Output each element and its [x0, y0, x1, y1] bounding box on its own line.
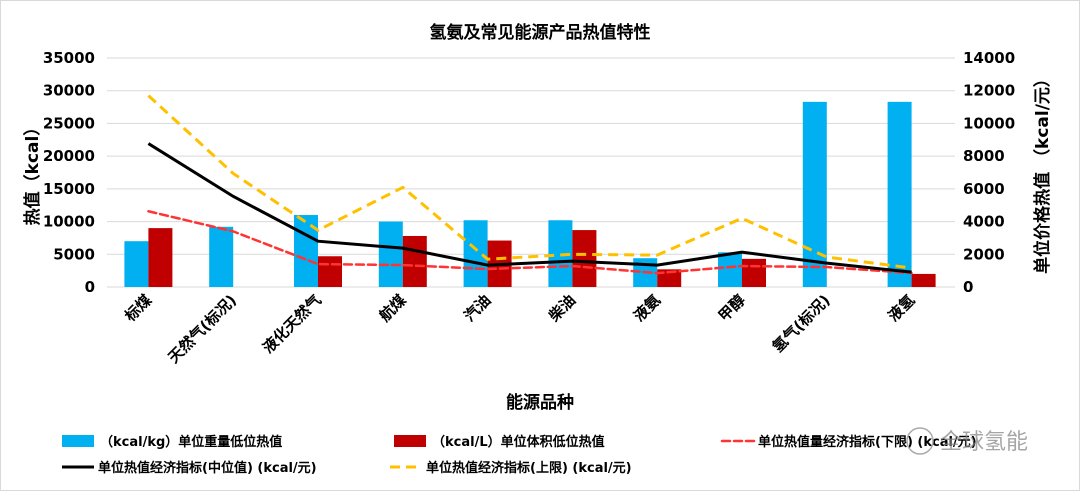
- y2-axis-title: 单位价格热值 （kcal/元）: [1032, 70, 1053, 274]
- y-tick-label: 5000: [53, 245, 95, 263]
- x-tick-label: 柴油: [545, 291, 580, 326]
- y-tick-label: 15000: [43, 180, 95, 198]
- y-tick-label: 20000: [43, 147, 95, 165]
- bar-volume: [402, 235, 427, 287]
- line-series-0: [147, 210, 913, 275]
- wechat-icon: [906, 427, 934, 455]
- y-tick-label: 0: [85, 278, 95, 296]
- x-tick-label: 液化天然气: [259, 291, 325, 357]
- x-tick-label: 甲醇: [715, 291, 749, 325]
- legend-swatch: [394, 435, 426, 447]
- watermark-text: 全球氢能: [940, 430, 1028, 455]
- y2-tick-label: 6000: [963, 180, 1005, 198]
- line-series-2: [147, 94, 912, 270]
- bar-volume: [911, 273, 936, 287]
- y2-tick-label: 2000: [963, 245, 1005, 263]
- bar-volume: [318, 256, 342, 287]
- x-tick-label: 汽油: [460, 291, 494, 325]
- bar-mass: [463, 220, 488, 287]
- x-axis-title: 能源品种: [506, 392, 574, 413]
- y2-tick-label: 0: [963, 278, 973, 296]
- x-tick-label: 天然气(标况): [165, 291, 240, 366]
- y2-tick-label: 12000: [963, 82, 1015, 100]
- y-tick-label: 35000: [43, 49, 95, 67]
- legend-label: 单位热值经济指标(中位值) (kcal/元): [98, 460, 317, 476]
- bar-mass: [124, 241, 149, 287]
- y2-tick-label: 14000: [963, 49, 1015, 67]
- x-tick-label: 液氨: [630, 291, 664, 325]
- y-tick-label: 25000: [43, 114, 95, 132]
- line-series-1: [147, 142, 912, 274]
- bar-mass: [209, 226, 234, 287]
- legend-label: （kcal/L）单位体积低位热值: [432, 434, 605, 450]
- legend-label: 单位热值经济指标(上限) (kcal/元): [426, 460, 632, 476]
- legend-swatch: [62, 435, 94, 447]
- y-axis-title: 热值（kcal）: [22, 119, 43, 226]
- y2-tick-label: 8000: [963, 147, 1005, 165]
- bar-volume: [742, 258, 766, 287]
- y2-tick-label: 4000: [963, 213, 1005, 231]
- x-tick-label: 航煤: [376, 291, 410, 325]
- x-tick-label: 氢气(标况): [769, 291, 834, 356]
- y-tick-label: 30000: [43, 82, 95, 100]
- x-tick-label: 标煤: [121, 291, 156, 326]
- bar-volume: [572, 230, 597, 287]
- bar-volume: [148, 228, 173, 287]
- legend-label: （kcal/kg）单位重量低位热值: [100, 434, 282, 450]
- bar-mass: [294, 215, 318, 287]
- bar-mass: [887, 101, 912, 287]
- watermark: 全球氢能: [906, 427, 1028, 455]
- legend-label: 单位热值量经济指标(下限) (kcal/元): [758, 434, 977, 450]
- y-tick-label: 10000: [43, 213, 95, 231]
- bar-mass: [718, 252, 742, 287]
- x-tick-label: 液氢: [884, 291, 918, 325]
- bar-mass: [378, 221, 403, 287]
- chart-title: 氢氨及常见能源产品热值特性: [430, 22, 651, 43]
- y2-tick-label: 10000: [963, 114, 1015, 132]
